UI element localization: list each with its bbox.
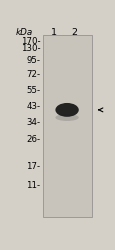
Text: 55-: 55-: [26, 86, 40, 94]
Ellipse shape: [55, 114, 78, 121]
Text: 72-: 72-: [26, 70, 40, 79]
Text: 1: 1: [50, 28, 56, 37]
Text: kDa: kDa: [15, 28, 32, 37]
Text: 26-: 26-: [26, 135, 40, 144]
Text: 11-: 11-: [26, 182, 40, 190]
Text: 2: 2: [71, 28, 77, 37]
Text: 17-: 17-: [26, 162, 40, 171]
Bar: [43, 36, 91, 217]
Text: 43-: 43-: [26, 102, 40, 110]
Text: 95-: 95-: [26, 56, 40, 65]
Text: 34-: 34-: [26, 118, 40, 127]
Ellipse shape: [55, 103, 78, 117]
Text: 130-: 130-: [21, 44, 40, 53]
Text: 170-: 170-: [21, 37, 40, 46]
